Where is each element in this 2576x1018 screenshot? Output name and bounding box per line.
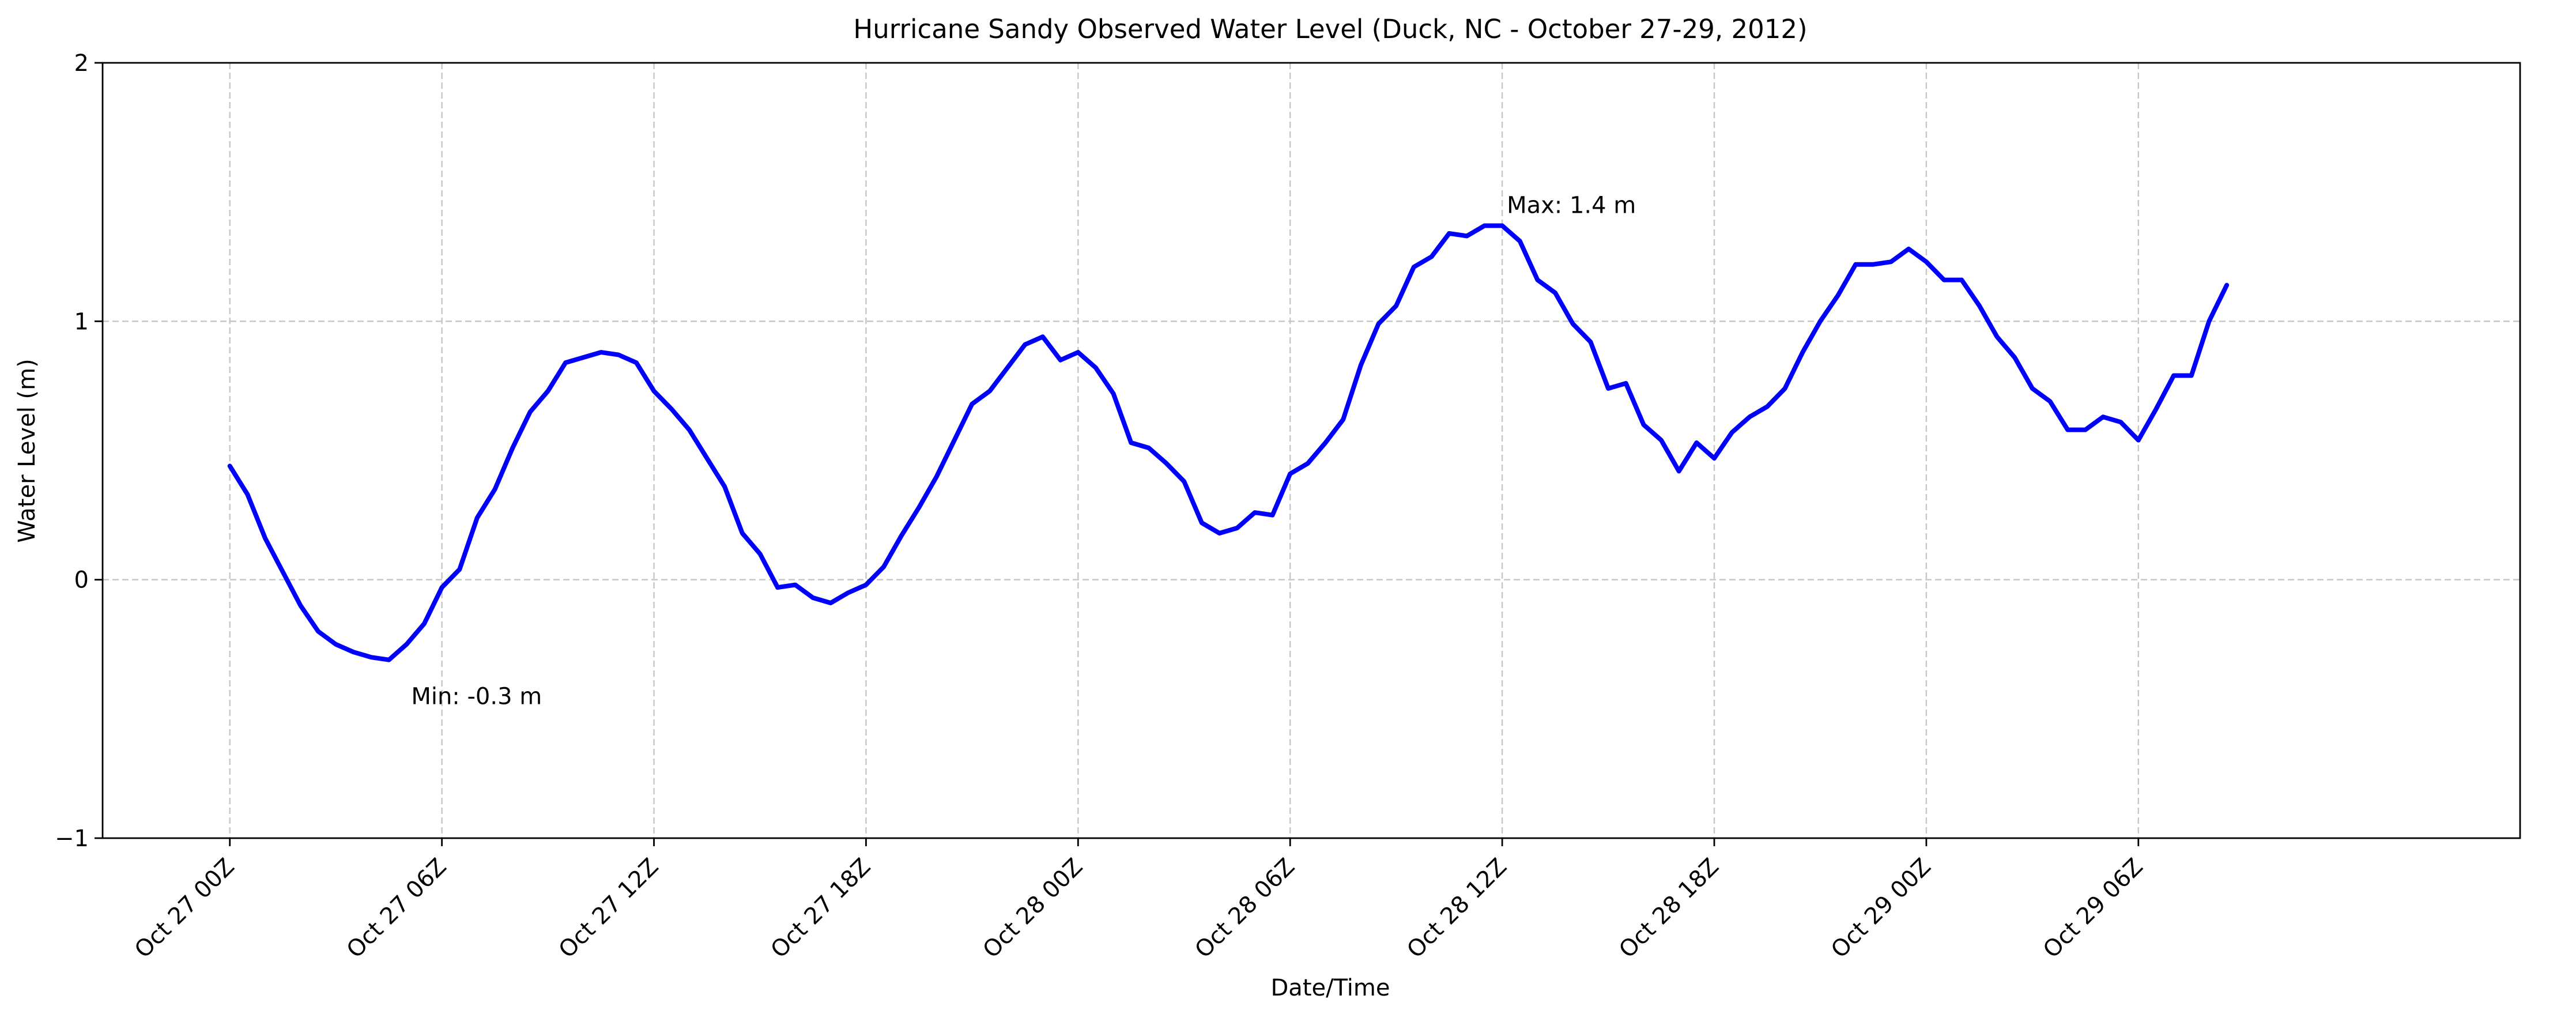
annotations: Max: 1.4 m Min: -0.3 m [411,193,1636,710]
y-tick-label: −1 [55,825,89,852]
y-tick-label: 0 [74,567,89,594]
y-tick-label: 2 [74,50,89,77]
annotation-label: Max: 1.4 m [1507,193,1636,219]
annotation-label: Min: -0.3 m [411,683,542,710]
x-tick-label: Oct 28 12Z [1402,853,1512,963]
x-tick-label: Oct 27 12Z [554,853,664,963]
x-tick-label: Oct 27 00Z [130,853,240,963]
y-tick-label: 1 [74,308,89,335]
x-tick-label: Oct 28 06Z [1190,853,1300,963]
x-axis-label: Date/Time [1271,975,1390,1001]
y-axis-label: Water Level (m) [14,359,40,542]
series-layer [227,223,2230,662]
x-tick-label: Oct 28 00Z [978,853,1088,963]
water-level-line [227,223,2230,662]
x-tick-label: Oct 29 06Z [2038,853,2148,963]
x-tick-label: Oct 28 18Z [1614,853,1724,963]
axis-ticks: Oct 27 00Z Oct 27 06Z Oct 27 12Z Oct 27 18Z… [55,50,2148,963]
x-tick-label: Oct 29 00Z [1826,853,1936,963]
plot-frame [101,62,2521,839]
x-tick-label: Oct 27 06Z [342,853,452,963]
grid-lines [103,63,2520,838]
x-tick-label: Oct 27 18Z [766,853,876,963]
chart-title: Hurricane Sandy Observed Water Level (Du… [853,14,1807,44]
